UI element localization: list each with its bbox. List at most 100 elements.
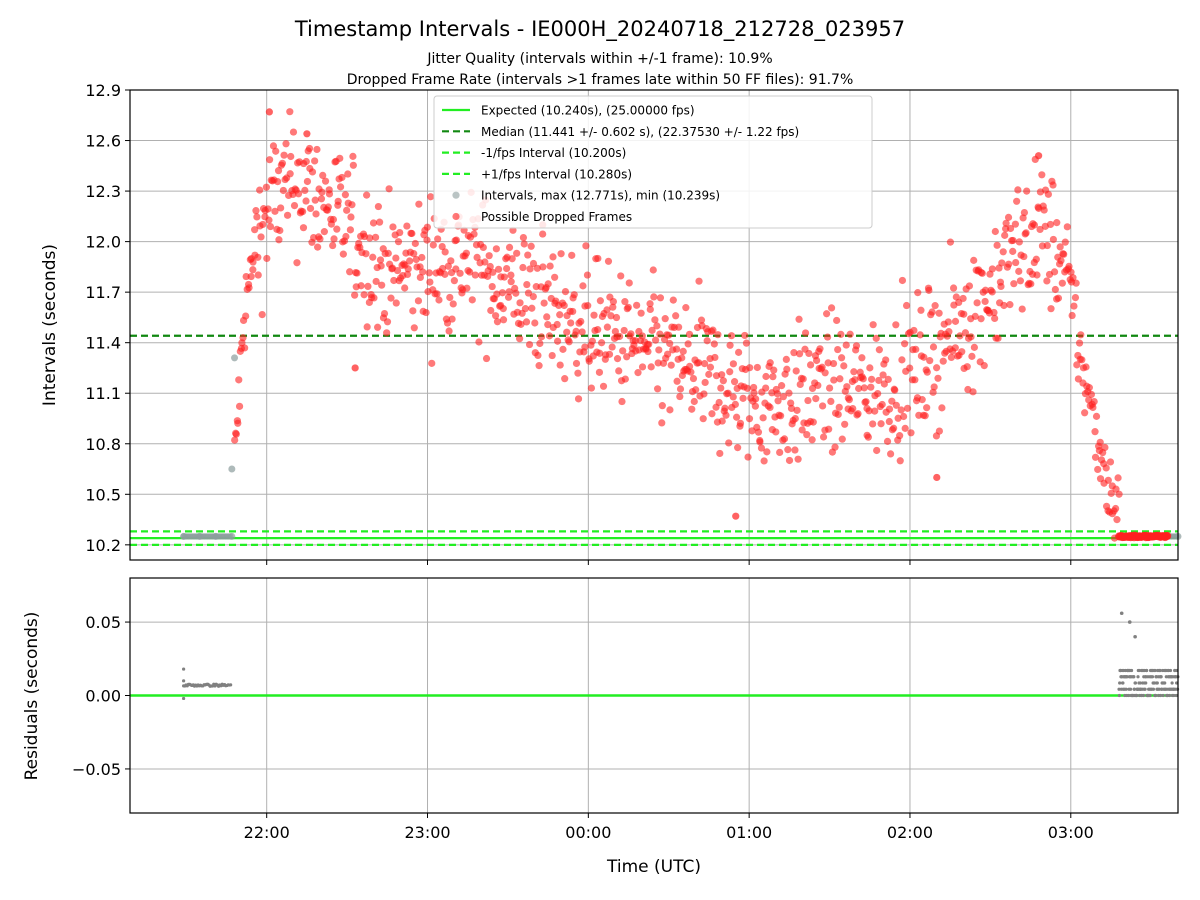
dropped-frame-point [549, 253, 557, 261]
dropped-frame-point [633, 301, 641, 309]
dropped-frame-point [688, 405, 696, 413]
top-y-tick-label: 10.5 [85, 485, 121, 504]
dropped-frame-point [952, 293, 960, 301]
dropped-frame-point [1092, 412, 1101, 420]
dropped-frame-point [860, 384, 868, 392]
dropped-frame-point [634, 369, 642, 377]
dropped-frame-point [867, 375, 876, 383]
legend-swatch-dot [452, 212, 460, 221]
dropped-frame-point [935, 309, 943, 317]
dropped-frame-point [727, 332, 736, 340]
dropped-frame-point [1038, 171, 1046, 179]
dropped-frame-point [752, 395, 760, 403]
dropped-frame-point [347, 213, 355, 221]
dropped-frame-point [286, 108, 294, 116]
dropped-frame-point [819, 402, 827, 410]
dropped-frame-point [1012, 258, 1020, 267]
legend-entry-label: -1/fps Interval (10.200s) [481, 146, 626, 160]
dropped-frame-point [1043, 277, 1051, 285]
dropped-frame-point [444, 262, 452, 270]
top-plot-x-ticks [266, 560, 1072, 565]
dropped-frame-point [392, 254, 400, 262]
residual-point [1150, 675, 1155, 679]
dropped-frame-point [951, 317, 960, 325]
dropped-frame-point [970, 256, 978, 264]
dropped-frame-point [343, 206, 351, 214]
dropped-frame-point [596, 297, 604, 305]
dropped-frame-point [450, 277, 458, 285]
dropped-frame-point [653, 322, 661, 330]
dropped-frame-point [293, 259, 301, 267]
top-y-tick-label: 11.1 [85, 384, 121, 403]
dropped-frame-point [739, 394, 747, 402]
dropped-frame-point [1070, 302, 1078, 310]
dropped-frame-point [290, 202, 299, 210]
dropped-frame-point [753, 363, 761, 372]
dropped-frame-point [1078, 356, 1086, 364]
dropped-frame-point [611, 327, 619, 336]
dropped-frame-point [441, 248, 449, 256]
dropped-frame-point [778, 382, 786, 390]
dropped-frame-point [403, 222, 411, 230]
dropped-frame-point [574, 369, 582, 377]
dropped-frame-point [1015, 267, 1023, 275]
dropped-frame-point [271, 207, 279, 215]
dropped-frame-point [433, 290, 441, 298]
dropped-frame-point [551, 273, 559, 281]
dropped-frame-point [519, 233, 528, 242]
dropped-frame-point [282, 140, 290, 148]
dropped-frame-point [338, 173, 346, 182]
top-plot-points [180, 108, 1182, 542]
chart-subtitle-jitter: Jitter Quality (intervals within +/-1 fr… [426, 51, 772, 67]
dropped-frame-point [1036, 225, 1044, 234]
dropped-frame-point [369, 253, 377, 261]
legend: Expected (10.240s), (25.00000 fps) Median… [433, 95, 873, 229]
dropped-frame-point [866, 364, 874, 372]
residual-point [182, 696, 186, 701]
dropped-frame-point [412, 255, 420, 264]
dropped-frame-point [1102, 464, 1110, 472]
dropped-frame-point [1115, 490, 1123, 498]
top-y-tick-label: 12.0 [85, 233, 121, 252]
dropped-frame-point [441, 270, 449, 278]
dropped-frame-point [392, 299, 400, 307]
dropped-frame-point [865, 407, 873, 415]
dropped-frame-point [311, 157, 319, 165]
dropped-frame-point [763, 448, 771, 456]
dropped-frame-point [446, 293, 454, 302]
dropped-frame-point [801, 329, 810, 337]
dropped-frame-point [426, 278, 434, 286]
dropped-frame-point [692, 386, 700, 394]
bottom-y-tick-label: 0.00 [85, 687, 121, 706]
dropped-frame-point [517, 320, 525, 328]
dropped-frame-point [1060, 250, 1068, 258]
dropped-frame-point [366, 234, 374, 242]
dropped-frame-point [787, 404, 796, 413]
dropped-frame-point [661, 315, 669, 323]
residual-point [1132, 687, 1137, 691]
dropped-frame-point [951, 344, 959, 352]
residual-point [1158, 668, 1162, 673]
dropped-frame-point [646, 300, 654, 308]
dropped-frame-point [1027, 280, 1035, 288]
dropped-frame-point [994, 334, 1002, 342]
legend-entry-label: +1/fps Interval (10.280s) [481, 167, 632, 181]
dropped-frame-point [363, 191, 371, 199]
dropped-frame-point [690, 397, 698, 406]
residual-point [1168, 668, 1173, 673]
dropped-frame-point [481, 258, 489, 266]
dropped-frame-point [416, 273, 424, 282]
dropped-frame-point [351, 291, 359, 299]
dropped-frame-point [842, 341, 850, 349]
dropped-frame-point [364, 282, 372, 291]
dropped-frame-point [479, 243, 487, 252]
dropped-frame-point [700, 390, 708, 398]
dropped-frame-point [1033, 271, 1041, 279]
dropped-frame-point [838, 354, 846, 362]
dropped-frame-point [1016, 277, 1025, 285]
dropped-frame-point [492, 312, 500, 320]
dropped-frame-point [871, 407, 879, 415]
dropped-frame-point [334, 197, 342, 205]
dropped-frame-point [700, 360, 709, 368]
dropped-frame-point [299, 207, 307, 216]
